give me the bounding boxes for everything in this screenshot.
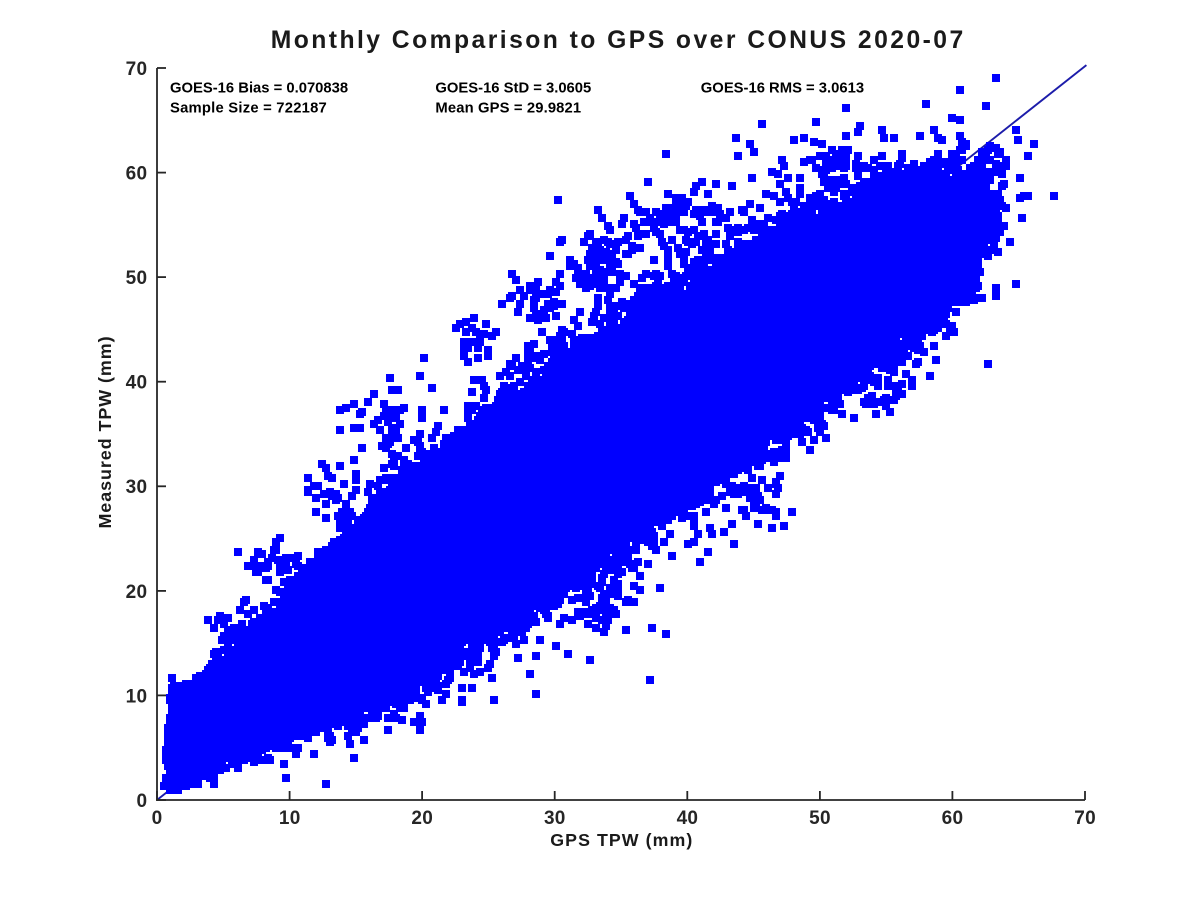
svg-text:GOES-16 StD = 3.0605: GOES-16 StD = 3.0605 — [435, 81, 591, 97]
svg-text:10: 10 — [279, 808, 301, 829]
svg-text:0: 0 — [152, 808, 163, 829]
svg-text:GOES-16 RMS = 3.0613: GOES-16 RMS = 3.0613 — [701, 81, 864, 97]
svg-text:Measured TPW (mm): Measured TPW (mm) — [95, 335, 115, 528]
svg-text:GPS TPW (mm): GPS TPW (mm) — [550, 830, 693, 850]
svg-text:70: 70 — [126, 59, 148, 80]
svg-text:Mean GPS = 29.9821: Mean GPS = 29.9821 — [435, 101, 581, 117]
svg-text:60: 60 — [126, 164, 148, 185]
svg-text:30: 30 — [126, 477, 148, 498]
svg-text:10: 10 — [126, 686, 148, 707]
svg-text:30: 30 — [544, 808, 566, 829]
svg-text:50: 50 — [126, 268, 148, 289]
svg-text:Monthly Comparison to GPS over: Monthly Comparison to GPS over CONUS 202… — [271, 27, 966, 54]
svg-text:70: 70 — [1074, 808, 1096, 829]
svg-text:60: 60 — [942, 808, 964, 829]
svg-text:20: 20 — [126, 582, 148, 603]
svg-text:50: 50 — [809, 808, 831, 829]
svg-text:20: 20 — [411, 808, 433, 829]
svg-text:40: 40 — [126, 373, 148, 394]
svg-text:0: 0 — [136, 791, 147, 812]
svg-text:GOES-16 Bias = 0.070838: GOES-16 Bias = 0.070838 — [170, 81, 348, 97]
svg-text:40: 40 — [677, 808, 699, 829]
svg-text:Sample Size = 722187: Sample Size = 722187 — [170, 101, 327, 117]
